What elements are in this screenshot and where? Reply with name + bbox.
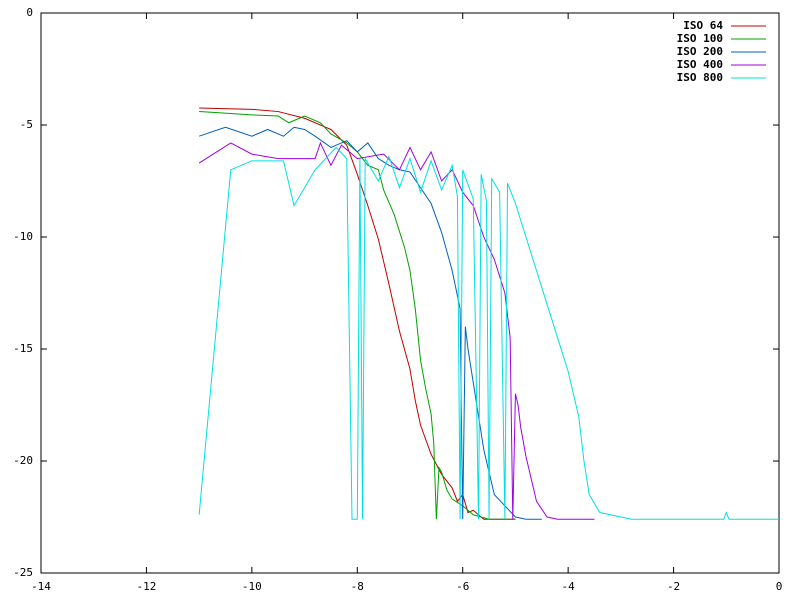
plot-border — [40, 12, 780, 574]
legend-label: ISO 200 — [677, 45, 723, 58]
legend-label: ISO 400 — [677, 58, 723, 71]
legend-label: ISO 64 — [683, 19, 723, 32]
y-tick-label: -20 — [13, 454, 33, 467]
x-tick-label: -6 — [456, 580, 469, 593]
series-line — [198, 141, 595, 520]
series-line — [198, 126, 542, 520]
series-line — [198, 146, 779, 520]
x-tick-label: -12 — [136, 580, 156, 593]
y-tick-label: -10 — [13, 230, 33, 243]
series-line — [199, 111, 516, 520]
x-tick-label: -10 — [242, 580, 262, 593]
y-tick-label: -5 — [20, 118, 33, 131]
y-tick-label: -25 — [13, 566, 33, 579]
legend-label: ISO 800 — [677, 71, 723, 84]
x-tick-label: -14 — [31, 580, 51, 593]
series-line — [199, 107, 516, 520]
y-tick-label: 0 — [26, 6, 33, 19]
legend-label: ISO 100 — [677, 32, 723, 45]
y-tick-label: -15 — [13, 342, 33, 355]
x-tick-label: -4 — [562, 580, 576, 593]
x-tick-label: -8 — [351, 580, 364, 593]
x-tick-label: 0 — [776, 580, 783, 593]
x-tick-label: -2 — [667, 580, 680, 593]
